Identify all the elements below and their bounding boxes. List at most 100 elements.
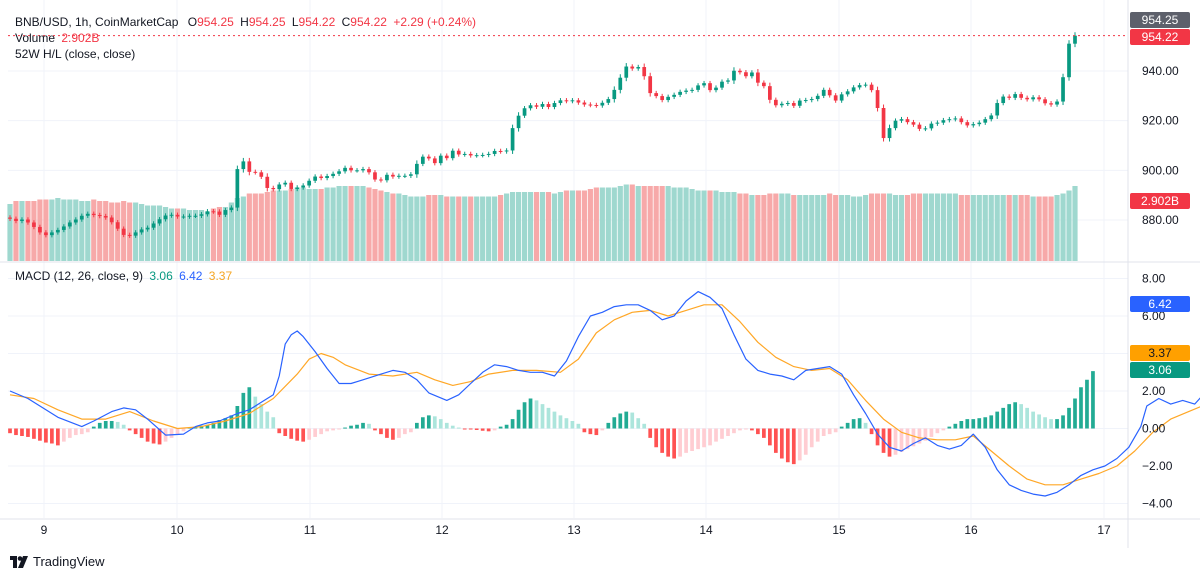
volume-bar	[330, 187, 336, 261]
volume-bar	[462, 196, 468, 261]
candle-body	[1067, 43, 1071, 78]
volume-bar	[360, 186, 366, 261]
macd-line-badge-text: 6.42	[1148, 297, 1172, 311]
macd-label: MACD (12, 26, close, 9)	[15, 269, 144, 283]
macd-hist-bar	[205, 424, 210, 429]
macd-hist-bar	[61, 428, 66, 442]
price-axis: 940.00 920.00 900.00 880.00	[1142, 64, 1179, 227]
candle-body	[702, 83, 706, 86]
time-tick-label: 9	[41, 523, 48, 537]
candle-body	[833, 95, 838, 101]
macd-hist-bar	[229, 415, 234, 429]
candle-body	[947, 119, 952, 121]
macd-hist-bar	[851, 419, 856, 429]
macd-hist-bar	[385, 428, 389, 438]
volume-bar	[252, 193, 258, 261]
volume-bar	[432, 195, 438, 261]
candle-body	[534, 105, 539, 107]
candle-body	[349, 167, 353, 171]
candle-body	[797, 100, 802, 106]
candle-body	[708, 83, 712, 91]
candle-body	[714, 87, 718, 91]
volume-bar	[629, 184, 635, 261]
time-tick-label: 16	[964, 523, 978, 537]
volume-bar	[857, 196, 863, 261]
volume-bar	[797, 195, 803, 261]
candle-body	[1037, 97, 1041, 100]
macd-hist-bar	[301, 428, 306, 442]
macd-hist-bar	[564, 418, 569, 429]
volume-bar	[862, 195, 869, 261]
volume-bar	[390, 193, 396, 261]
volume-bar	[444, 196, 450, 261]
candle-body	[432, 158, 437, 164]
volume-bar	[952, 193, 958, 261]
volume-bar	[946, 193, 952, 261]
volume-bar	[162, 207, 169, 261]
candle-body	[217, 211, 222, 215]
volume-bar	[743, 193, 749, 261]
candle-body	[1055, 101, 1059, 105]
macd-hist-bar	[121, 424, 126, 429]
candle-body	[205, 211, 210, 215]
candle-body	[845, 91, 850, 95]
volume-bar	[731, 192, 737, 261]
candle-body	[409, 174, 413, 176]
candle-body	[1031, 97, 1035, 100]
macd-hist-bar	[420, 417, 425, 429]
candle-body	[791, 103, 796, 106]
volume-bar	[533, 192, 540, 261]
candle-body	[558, 100, 563, 104]
volume-bar	[378, 190, 384, 261]
macd-hist-bar	[50, 428, 54, 444]
macd-legend: MACD (12, 26, close, 9) 3.06 6.42 3.37	[15, 269, 235, 284]
macd-hist-bar	[349, 425, 353, 429]
candle-body	[654, 93, 659, 97]
volume-bar	[1012, 195, 1018, 261]
candle-body	[44, 232, 48, 236]
candle-body	[528, 105, 533, 109]
macd-hist-bar	[259, 404, 264, 429]
macd-hist-bar	[283, 428, 288, 436]
candle-body	[187, 215, 192, 217]
macd-hist-bar	[8, 428, 12, 434]
macd-hist-bar	[1013, 402, 1018, 429]
volume-bar	[216, 207, 223, 261]
macd-hist-bar	[486, 428, 491, 432]
macd-hist-bar	[588, 428, 593, 435]
candle-body	[343, 167, 347, 172]
macd-hist-bar	[636, 418, 641, 429]
macd-hist-bar	[869, 428, 874, 435]
volume-bar	[348, 186, 354, 261]
tradingview-footer[interactable]: TradingView	[10, 554, 105, 569]
volume-bar	[581, 190, 587, 261]
volume-bar	[342, 186, 348, 261]
macd-hist-bar	[38, 428, 42, 441]
volume-bar	[886, 193, 893, 261]
volume-bar	[707, 190, 713, 261]
candle-body	[283, 182, 288, 185]
volume-bar	[803, 195, 809, 261]
macd-hist-bar	[797, 428, 802, 461]
macd-hist-bar	[654, 428, 659, 448]
macd-hist-bar	[779, 428, 784, 459]
volume-bar	[73, 199, 79, 261]
macd-hist-bar	[768, 428, 772, 446]
candle-body	[301, 185, 306, 188]
candle-body	[666, 96, 671, 101]
macd-hist-bar	[791, 428, 796, 465]
macd-hist-bar	[612, 417, 617, 429]
candle-body	[809, 99, 814, 101]
candle-body	[229, 207, 234, 211]
candle-body	[953, 118, 958, 120]
candle-body	[1019, 94, 1024, 98]
macd-hist-bar	[905, 428, 910, 450]
volume-bar	[474, 196, 480, 261]
candle-body	[594, 105, 599, 107]
macd-hist-bar	[815, 428, 820, 442]
last-price-badge: 954.22	[1130, 29, 1190, 45]
volume-badge-bg	[1130, 193, 1190, 209]
candle-body	[696, 85, 700, 90]
